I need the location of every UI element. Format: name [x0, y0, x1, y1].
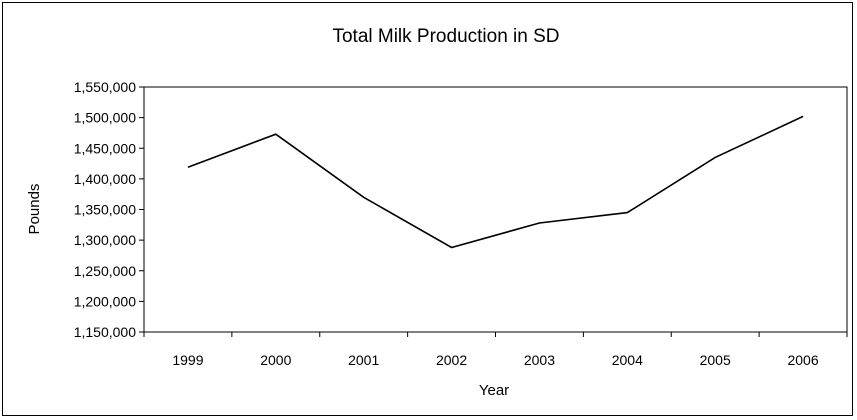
x-tick-label: 1999 — [172, 352, 203, 368]
chart-title: Total Milk Production in SD — [332, 26, 559, 47]
y-tick-label: 1,450,000 — [74, 140, 136, 156]
plot-area — [143, 86, 848, 333]
x-tick-label: 2000 — [260, 352, 291, 368]
x-tick-label: 2006 — [787, 352, 818, 368]
y-tick-label: 1,200,000 — [74, 293, 136, 309]
y-tick-label: 1,250,000 — [74, 263, 136, 279]
y-tick-label: 1,350,000 — [74, 202, 136, 218]
y-tick-label: 1,150,000 — [74, 324, 136, 340]
y-tick-label: 1,500,000 — [74, 110, 136, 126]
x-tick-label: 2001 — [348, 352, 379, 368]
x-tick-label: 2002 — [436, 352, 467, 368]
x-tick-label: 2003 — [524, 352, 555, 368]
x-axis-label: Year — [479, 382, 509, 399]
y-tick-label: 1,400,000 — [74, 171, 136, 187]
y-tick-label: 1,300,000 — [74, 232, 136, 248]
y-axis: 1,150,000 1,200,000 1,250,000 1,300,000 1,35… — [74, 79, 144, 340]
series-line — [187, 115, 804, 249]
y-tick-label: 1,550,000 — [74, 79, 136, 95]
x-tick-label: 2004 — [612, 352, 643, 368]
x-axis: 1999 2000 2001 2002 2003 2004 2005 2006 — [143, 332, 848, 368]
x-tick-label: 2005 — [700, 352, 731, 368]
y-axis-label: Pounds — [26, 184, 43, 235]
